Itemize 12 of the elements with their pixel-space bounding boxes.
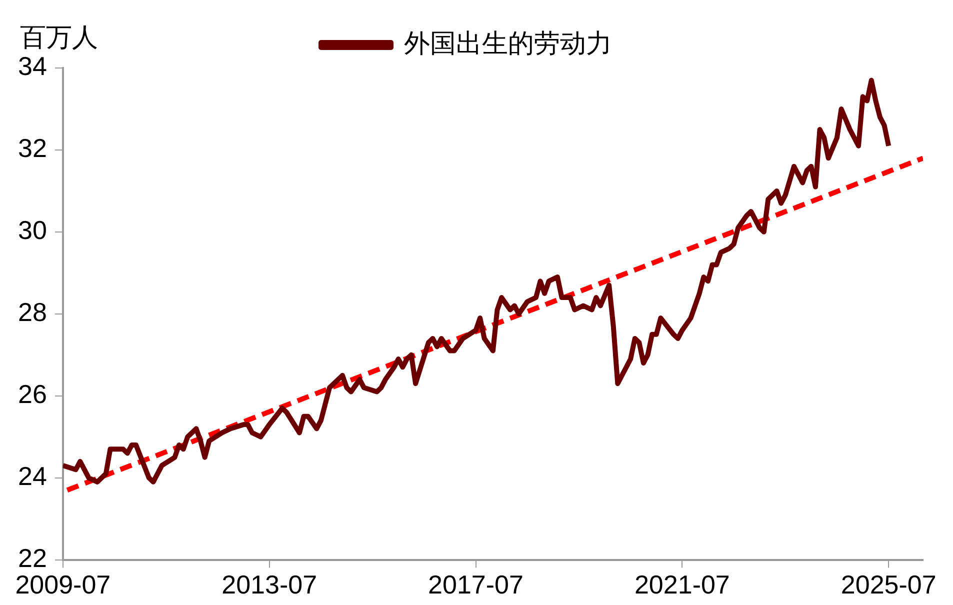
legend-label: 外国出生的劳动力 xyxy=(404,28,612,58)
x-tick-label: 2017-07 xyxy=(428,570,524,600)
y-tick-label: 26 xyxy=(18,379,47,410)
y-axis-title: 百万人 xyxy=(20,22,98,52)
x-tick-label: 2013-07 xyxy=(222,570,318,600)
y-tick-label: 24 xyxy=(18,461,47,492)
y-tick-label: 34 xyxy=(18,51,47,82)
x-tick-label: 2021-07 xyxy=(634,570,730,600)
y-tick-label: 30 xyxy=(18,215,47,246)
y-tick-label: 32 xyxy=(18,133,47,164)
x-tick-label: 2025-07 xyxy=(840,570,936,600)
y-tick-label: 28 xyxy=(18,297,47,328)
